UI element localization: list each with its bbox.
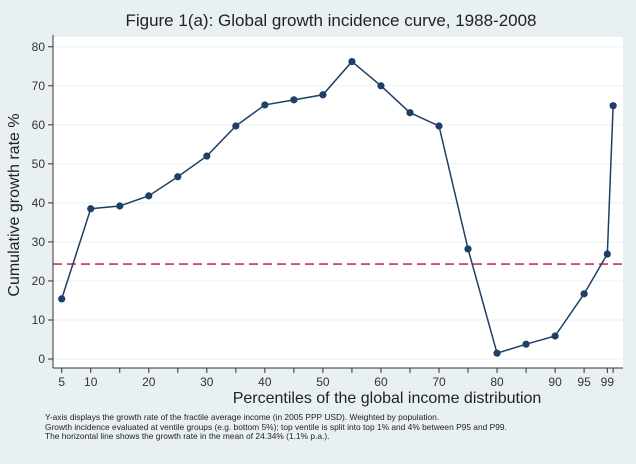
data-point xyxy=(551,332,559,340)
data-point xyxy=(232,122,240,130)
data-point xyxy=(87,205,95,213)
note-line-2: Growth incidence evaluated at ventile gr… xyxy=(45,421,507,432)
x-axis-ticks: 5 10 20 30 40 50 60 70 80 90 95 99 xyxy=(58,368,614,389)
x-axis-title: Percentiles of the global income distrib… xyxy=(233,390,542,407)
note-line-3: The horizontal line shows the growth rat… xyxy=(45,431,330,441)
data-point xyxy=(464,245,472,253)
y-tick-label: 40 xyxy=(32,196,46,210)
x-tick-label: 30 xyxy=(200,375,214,389)
data-point xyxy=(435,122,443,130)
y-tick-label: 10 xyxy=(32,313,46,327)
data-point xyxy=(603,250,611,258)
y-tick-label: 50 xyxy=(32,157,46,171)
data-point xyxy=(290,96,298,104)
data-point xyxy=(522,340,530,348)
y-tick-label: 20 xyxy=(32,274,46,288)
data-point xyxy=(493,349,501,357)
data-point xyxy=(319,91,327,99)
series-group xyxy=(58,57,617,357)
axes xyxy=(52,35,623,369)
data-point xyxy=(377,82,385,90)
data-point xyxy=(406,109,414,117)
chart-title: Figure 1(a): Global growth incidence cur… xyxy=(125,11,536,30)
data-point xyxy=(261,101,269,109)
x-tick-label: 50 xyxy=(316,375,330,389)
y-axis-title: Cumulative growth rate % xyxy=(6,113,23,296)
x-tick-label: 40 xyxy=(258,375,272,389)
x-tick-label: 95 xyxy=(577,375,591,389)
y-tick-label: 60 xyxy=(32,118,46,132)
gridlines xyxy=(53,46,623,360)
x-tick-label: 80 xyxy=(490,375,504,389)
y-axis-ticks: 0 10 20 30 40 50 60 70 80 xyxy=(32,40,53,366)
note-line-1: Y-axis displays the growth rate of the f… xyxy=(45,412,440,422)
data-point xyxy=(580,290,588,298)
x-tick-label: 60 xyxy=(374,375,388,389)
x-tick-label: 10 xyxy=(84,375,98,389)
x-tick-label: 20 xyxy=(142,375,156,389)
data-point xyxy=(203,152,211,160)
data-point xyxy=(145,192,153,200)
data-point xyxy=(348,57,356,66)
y-tick-label: 80 xyxy=(32,40,46,54)
data-point xyxy=(609,102,617,110)
y-tick-label: 0 xyxy=(38,352,45,366)
x-tick-label: 70 xyxy=(432,375,446,389)
x-tick-label: 5 xyxy=(58,375,65,389)
y-tick-label: 70 xyxy=(32,79,46,93)
data-point xyxy=(58,295,66,303)
data-point xyxy=(116,202,124,210)
x-tick-label: 90 xyxy=(548,375,562,389)
data-point xyxy=(174,173,182,181)
y-tick-label: 30 xyxy=(32,235,46,249)
x-tick-label: 99 xyxy=(601,375,615,389)
